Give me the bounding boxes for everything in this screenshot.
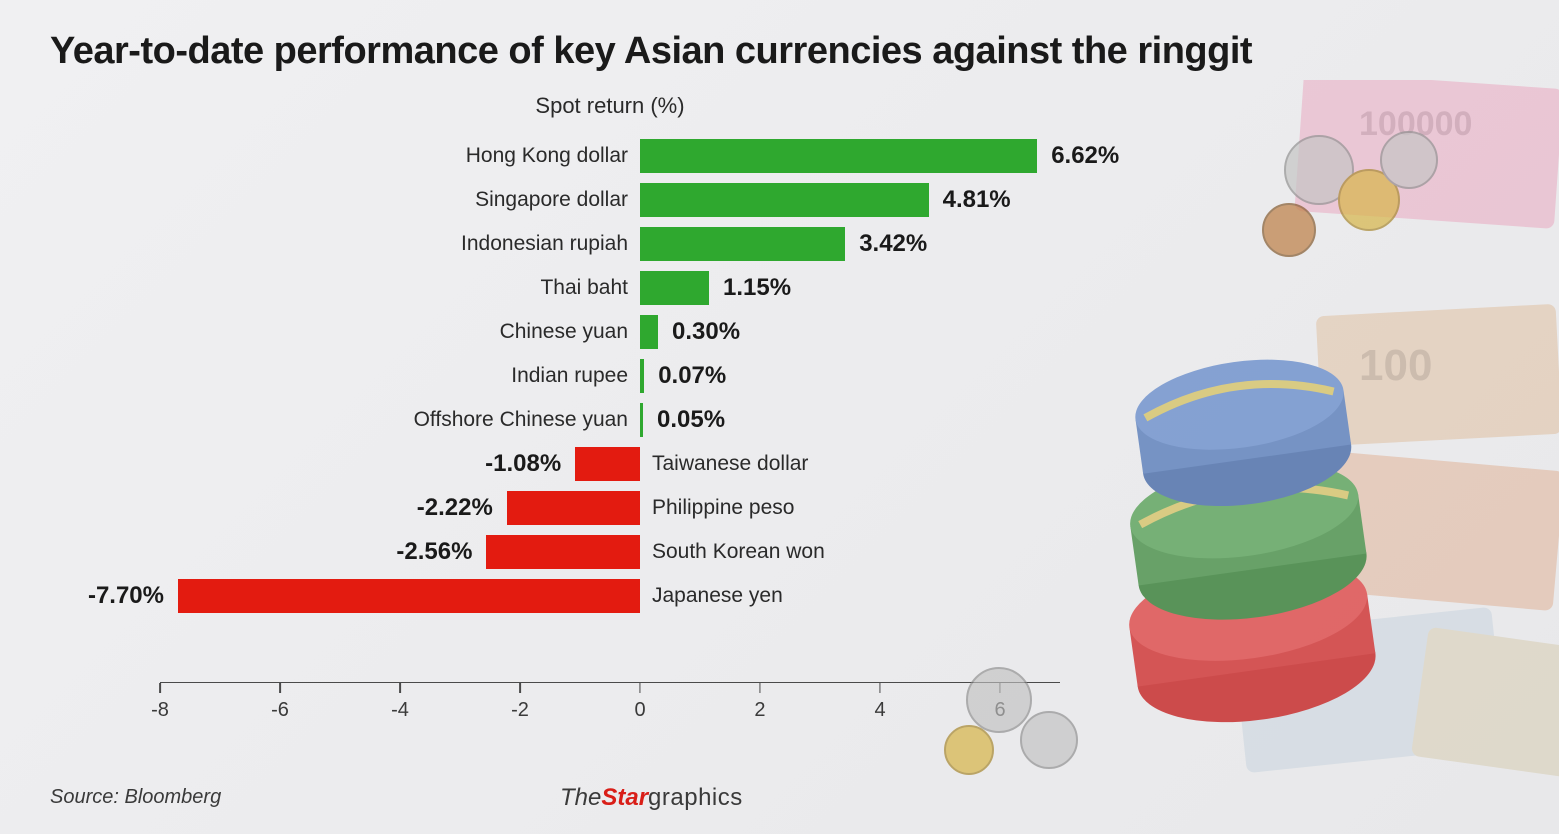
chart-title: Year-to-date performance of key Asian cu… [50, 30, 1509, 73]
bar-row: Japanese yen-7.70% [160, 574, 1060, 618]
bar-row: Thai baht 1.15% [160, 266, 1060, 310]
bar-label: Taiwanese dollar [652, 452, 808, 476]
bar [178, 579, 640, 613]
tick-mark [279, 683, 281, 693]
bar-value: -1.08% [485, 450, 561, 478]
bar [640, 359, 644, 393]
bar-value: 4.81% [943, 186, 1011, 214]
bar-value: 0.30% [672, 318, 740, 346]
tick-mark [759, 683, 761, 693]
x-tick: 0 [634, 683, 645, 722]
chart-area: Spot return (%) Hong Kong dollar6.62%Sin… [160, 93, 1060, 733]
tick-label: 4 [874, 699, 885, 722]
x-tick: 2 [754, 683, 765, 722]
tick-mark [999, 683, 1001, 693]
bar-label: Japanese yen [652, 584, 783, 608]
bar-label: Thai baht [540, 276, 628, 300]
source-text: Source: Bloomberg [50, 786, 221, 809]
x-tick: -4 [391, 683, 409, 722]
bar-row: Hong Kong dollar6.62% [160, 134, 1060, 178]
bar-row: Indian rupee 0.07% [160, 354, 1060, 398]
bar-value: 0.07% [658, 362, 726, 390]
bar-row: Indonesian rupiah 3.42% [160, 222, 1060, 266]
tick-mark [639, 683, 641, 693]
x-tick: 6 [994, 683, 1005, 722]
bar [640, 139, 1037, 173]
tick-label: -8 [151, 699, 169, 722]
bar [486, 535, 640, 569]
bar-label: Philippine peso [652, 496, 794, 520]
bar [640, 183, 929, 217]
x-tick: -2 [511, 683, 529, 722]
bar [640, 403, 643, 437]
bar [640, 315, 658, 349]
tick-label: 6 [994, 699, 1005, 722]
tick-mark [519, 683, 521, 693]
bar [640, 271, 709, 305]
svg-text:100: 100 [1359, 341, 1432, 390]
bar [507, 491, 640, 525]
svg-text:100000: 100000 [1359, 105, 1472, 143]
tick-label: 2 [754, 699, 765, 722]
bar-value: 3.42% [859, 230, 927, 258]
brand-graphics: graphics [648, 784, 743, 811]
x-tick: -6 [271, 683, 289, 722]
bar-row: South Korean won -2.56% [160, 530, 1060, 574]
tick-label: -4 [391, 699, 409, 722]
tick-label: -2 [511, 699, 529, 722]
bar-value: -2.22% [417, 494, 493, 522]
tick-mark [159, 683, 161, 693]
tick-label: -6 [271, 699, 289, 722]
x-tick: 4 [874, 683, 885, 722]
bar-value: -7.70% [88, 582, 164, 610]
bar-value: 0.05% [657, 406, 725, 434]
bar [575, 447, 640, 481]
bar-value: -2.56% [396, 538, 472, 566]
bar-value: 1.15% [723, 274, 791, 302]
tick-label: 0 [634, 699, 645, 722]
brand-star: Star [601, 784, 648, 811]
bar-row: Taiwanese dollar -1.08% [160, 442, 1060, 486]
x-tick: -8 [151, 683, 169, 722]
x-axis: -8-6-4-20246 [160, 682, 1060, 732]
bar-row: Singapore dollar 4.81% [160, 178, 1060, 222]
bar-label: Hong Kong dollar [466, 144, 628, 168]
y-axis-label: Spot return (%) [160, 93, 1060, 119]
bar-label: Indian rupee [511, 364, 628, 388]
bar-label: Singapore dollar [475, 188, 628, 212]
bar-label: Offshore Chinese yuan [414, 408, 628, 432]
bar-label: Indonesian rupiah [461, 232, 628, 256]
bar-row: Philippine peso -2.22% [160, 486, 1060, 530]
tick-mark [879, 683, 881, 693]
tick-mark [399, 683, 401, 693]
brand-credit: TheStargraphics [560, 784, 743, 812]
bar-label: Chinese yuan [500, 320, 628, 344]
brand-the: The [560, 784, 601, 811]
bar-value: 6.62% [1051, 142, 1119, 170]
bars-container: Hong Kong dollar6.62% Singapore dollar 4.8… [160, 134, 1060, 674]
bar-row: Offshore Chinese yuan 0.05% [160, 398, 1060, 442]
bar-row: Chinese yuan 0.30% [160, 310, 1060, 354]
bar [640, 227, 845, 261]
bar-label: South Korean won [652, 540, 825, 564]
